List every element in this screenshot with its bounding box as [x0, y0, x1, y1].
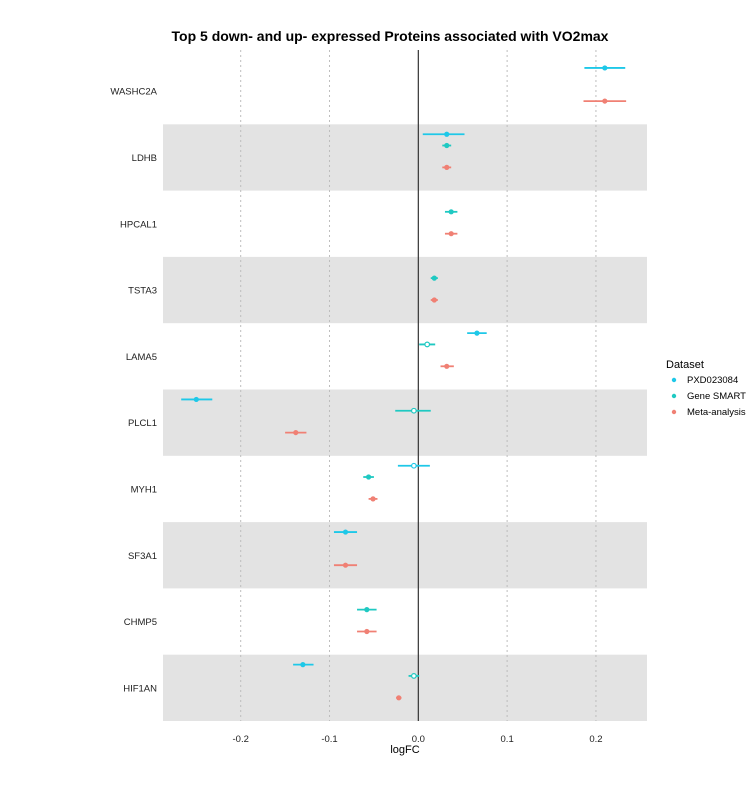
- y-label-hif1an: HIF1AN: [123, 683, 157, 694]
- chart-title: Top 5 down- and up- expressed Proteins a…: [172, 28, 609, 44]
- legend-label-pxd023084: PXD023084: [687, 375, 738, 386]
- point-meta-analysis-washc2a: [602, 98, 608, 104]
- row-band-sf3a1: [163, 522, 647, 589]
- row-band-ldhb: [163, 124, 647, 191]
- y-label-plcl1: PLCL1: [128, 418, 157, 429]
- row-bands: [163, 124, 647, 721]
- y-label-lama5: LAMA5: [126, 352, 157, 363]
- point-gene-smart-myh1: [365, 474, 372, 480]
- data-marks: [181, 65, 627, 701]
- point-gene-smart-ldhb: [444, 142, 450, 149]
- point-meta-analysis-myh1: [370, 496, 376, 502]
- point-meta-analysis-lama5: [444, 363, 450, 369]
- x-axis-ticks: -0.2 -0.1 0.0 0.1 0.2: [233, 734, 603, 745]
- x-tick-label-0: -0.2: [233, 734, 249, 745]
- legend: Dataset PXD023084 Gene SMART Meta-analysis: [666, 359, 746, 418]
- row-band-plcl1: [163, 389, 647, 456]
- y-label-chmp5: CHMP5: [124, 617, 157, 628]
- grid-lines: [240, 50, 597, 721]
- point-pxd023084-washc2a: [602, 65, 608, 71]
- point-pxd023084-sf3a1: [342, 529, 349, 535]
- y-label-washc2a: WASHC2A: [110, 87, 157, 98]
- y-axis-labels: WASHC2A LDHB HPCAL1 TSTA3 LAMA5 PLCL1 MYH1 SF3A…: [110, 87, 157, 695]
- point-gene-smart-plcl1: [410, 407, 417, 414]
- point-meta-analysis-sf3a1: [342, 562, 349, 568]
- point-gene-smart-hif1an: [410, 673, 417, 679]
- point-gene-smart-hpcal1: [448, 209, 454, 215]
- point-gene-smart-lama5: [424, 341, 431, 348]
- x-tick-label-1: -0.1: [321, 734, 337, 745]
- point-meta-analysis-plcl1: [293, 429, 299, 436]
- legend-key-gene-smart: [671, 393, 677, 399]
- point-pxd023084-myh1: [410, 462, 417, 469]
- point-meta-analysis-hpcal1: [448, 231, 454, 237]
- legend-title: Dataset: [666, 359, 704, 371]
- y-label-sf3a1: SF3A1: [128, 551, 157, 562]
- legend-label-meta-analysis: Meta-analysis: [687, 407, 746, 418]
- row-band-tsta3: [163, 256, 647, 324]
- point-pxd023084-ldhb: [444, 131, 450, 137]
- point-meta-analysis-chmp5: [364, 628, 370, 635]
- x-axis-title: logFC: [390, 744, 419, 756]
- legend-key-meta-analysis: [671, 409, 677, 415]
- legend-label-gene-smart: Gene SMART: [687, 391, 746, 402]
- point-gene-smart-tsta3: [431, 275, 437, 281]
- y-label-hpcal1: HPCAL1: [120, 219, 157, 230]
- y-label-tsta3: TSTA3: [128, 286, 157, 297]
- point-pxd023084-lama5: [474, 330, 480, 336]
- row-band-hif1an: [163, 654, 647, 721]
- x-tick-label-2: 0.0: [412, 734, 425, 745]
- point-pxd023084-hif1an: [300, 662, 306, 668]
- point-gene-smart-chmp5: [364, 607, 370, 613]
- y-label-myh1: MYH1: [131, 484, 157, 495]
- y-label-ldhb: LDHB: [132, 153, 157, 164]
- x-tick-label-3: 0.1: [501, 734, 514, 745]
- point-pxd023084-plcl1: [193, 396, 199, 403]
- point-meta-analysis-tsta3: [431, 297, 437, 303]
- point-meta-analysis-hif1an: [396, 695, 402, 701]
- x-tick-label-4: 0.2: [589, 734, 602, 745]
- point-meta-analysis-ldhb: [444, 164, 450, 170]
- legend-key-pxd023084: [671, 377, 677, 383]
